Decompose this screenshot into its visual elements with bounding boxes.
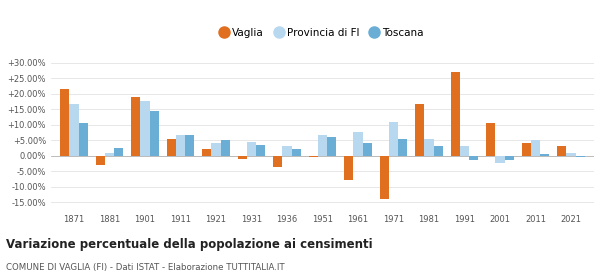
- Bar: [202, 150, 211, 156]
- Bar: [505, 156, 514, 160]
- Bar: [149, 111, 159, 156]
- Bar: [247, 142, 256, 156]
- Bar: [273, 156, 283, 167]
- Bar: [389, 122, 398, 156]
- Bar: [292, 150, 301, 156]
- Bar: [60, 89, 70, 156]
- Bar: [575, 156, 585, 157]
- Bar: [308, 156, 318, 157]
- Bar: [140, 101, 149, 156]
- Bar: [451, 72, 460, 156]
- Bar: [424, 139, 434, 156]
- Bar: [167, 139, 176, 156]
- Bar: [185, 136, 194, 156]
- Text: Variazione percentuale della popolazione ai censimenti: Variazione percentuale della popolazione…: [6, 238, 373, 251]
- Bar: [362, 143, 372, 156]
- Bar: [318, 136, 327, 156]
- Bar: [105, 153, 114, 156]
- Bar: [460, 146, 469, 156]
- Bar: [70, 104, 79, 156]
- Bar: [256, 145, 265, 156]
- Bar: [131, 97, 140, 156]
- Bar: [221, 140, 230, 156]
- Bar: [540, 154, 549, 156]
- Bar: [211, 143, 221, 156]
- Bar: [496, 156, 505, 164]
- Bar: [114, 148, 124, 156]
- Bar: [486, 123, 496, 156]
- Bar: [566, 153, 575, 156]
- Bar: [96, 156, 105, 165]
- Bar: [415, 104, 424, 156]
- Bar: [79, 123, 88, 156]
- Bar: [238, 156, 247, 159]
- Bar: [344, 156, 353, 180]
- Bar: [469, 156, 478, 160]
- Bar: [327, 137, 337, 156]
- Bar: [380, 156, 389, 199]
- Bar: [521, 143, 531, 156]
- Bar: [531, 140, 540, 156]
- Bar: [398, 139, 407, 156]
- Bar: [283, 146, 292, 156]
- Legend: Vaglia, Provincia di FI, Toscana: Vaglia, Provincia di FI, Toscana: [217, 24, 428, 43]
- Text: COMUNE DI VAGLIA (FI) - Dati ISTAT - Elaborazione TUTTITALIA.IT: COMUNE DI VAGLIA (FI) - Dati ISTAT - Ela…: [6, 263, 284, 272]
- Bar: [176, 136, 185, 156]
- Bar: [557, 146, 566, 156]
- Bar: [434, 146, 443, 156]
- Bar: [353, 132, 362, 156]
